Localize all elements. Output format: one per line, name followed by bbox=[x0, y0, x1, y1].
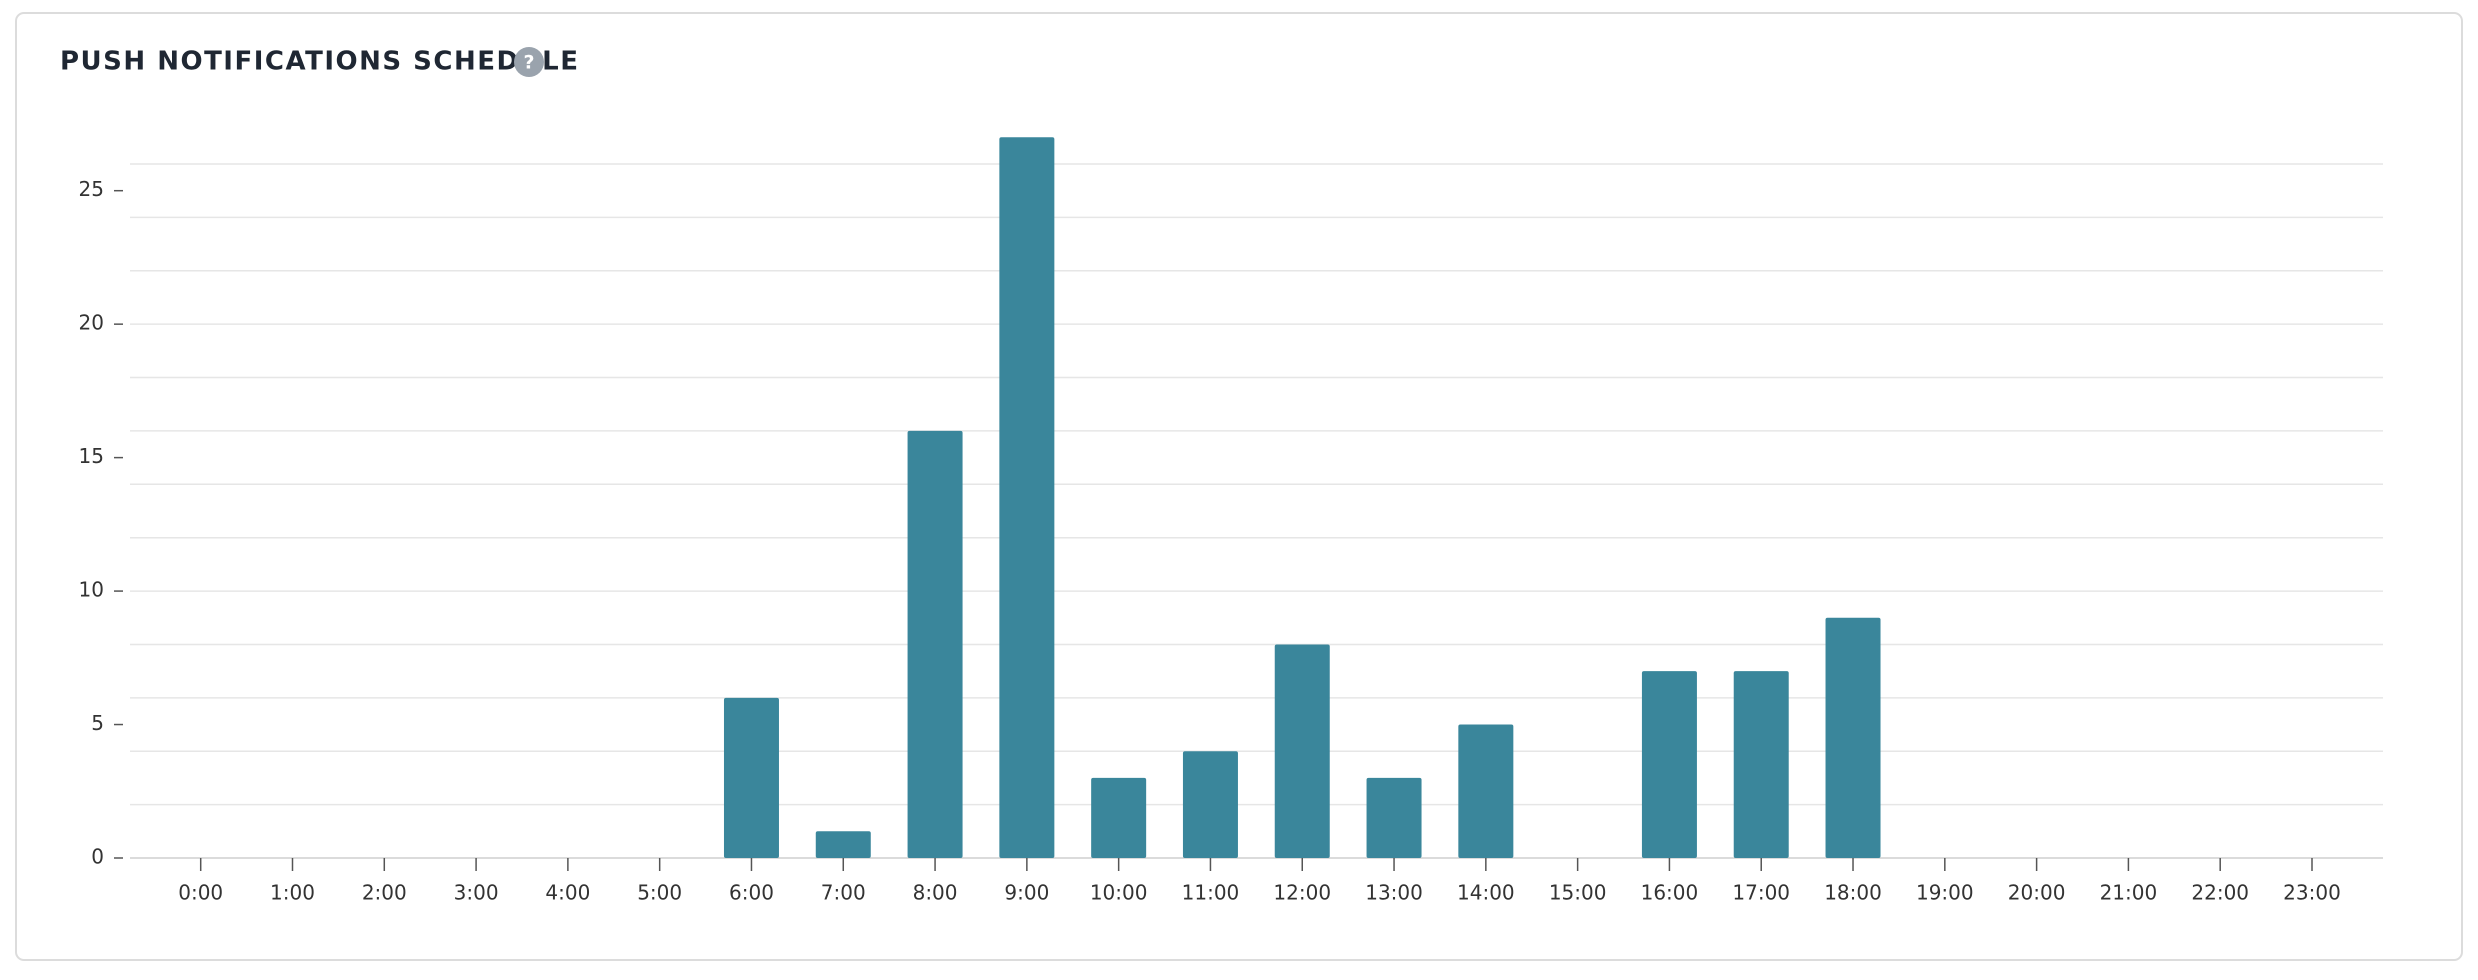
bar bbox=[1182, 751, 1238, 858]
x-tick-label: 13:00 bbox=[1365, 881, 1423, 905]
x-tick-label: 17:00 bbox=[1732, 881, 1790, 905]
bar bbox=[1641, 671, 1697, 858]
y-tick-label: 20 bbox=[79, 311, 104, 335]
card bbox=[15, 12, 2463, 961]
x-tick-label: 11:00 bbox=[1182, 881, 1240, 905]
x-tick-label: 21:00 bbox=[2100, 881, 2158, 905]
x-tick-label: 9:00 bbox=[1004, 881, 1049, 905]
bar bbox=[907, 430, 963, 858]
x-tick-label: 23:00 bbox=[2283, 881, 2341, 905]
x-tick-label: 3:00 bbox=[454, 881, 499, 905]
help-icon-glyph[interactable]: ? bbox=[523, 52, 534, 74]
bar bbox=[1274, 644, 1330, 858]
y-tick-label: 0 bbox=[91, 845, 104, 869]
bar bbox=[1458, 724, 1514, 858]
help-icon[interactable] bbox=[514, 47, 544, 77]
x-tick-label: 20:00 bbox=[2008, 881, 2066, 905]
x-tick-label: 8:00 bbox=[913, 881, 958, 905]
y-tick-label: 25 bbox=[79, 177, 104, 201]
bar bbox=[1825, 617, 1881, 858]
x-tick-label: 10:00 bbox=[1090, 881, 1148, 905]
x-tick-label: 12:00 bbox=[1273, 881, 1331, 905]
bar bbox=[1733, 671, 1789, 858]
x-tick-label: 5:00 bbox=[637, 881, 682, 905]
y-tick-label: 5 bbox=[91, 711, 104, 735]
x-tick-label: 14:00 bbox=[1457, 881, 1515, 905]
x-tick-label: 6:00 bbox=[729, 881, 774, 905]
x-tick-label: 0:00 bbox=[178, 881, 223, 905]
plot: 0 5 10 15 20 25 0:00 1:00 2:00 3:00 4:00 5:00 6:00 7:… bbox=[79, 137, 2383, 905]
x-tick-label: 16:00 bbox=[1641, 881, 1699, 905]
bar bbox=[999, 137, 1055, 859]
y-tick-label: 15 bbox=[79, 444, 104, 468]
bar bbox=[723, 697, 779, 858]
x-tick-label: 22:00 bbox=[2191, 881, 2249, 905]
x-tick-label: 19:00 bbox=[1916, 881, 1974, 905]
bar bbox=[1366, 777, 1422, 858]
x-tick-label: 4:00 bbox=[545, 881, 590, 905]
x-tick-label: 1:00 bbox=[270, 881, 315, 905]
x-tick-label: 7:00 bbox=[821, 881, 866, 905]
x-tick-label: 15:00 bbox=[1549, 881, 1607, 905]
y-tick-label: 10 bbox=[79, 578, 104, 602]
bar bbox=[1091, 777, 1147, 858]
x-tick-label: 2:00 bbox=[362, 881, 407, 905]
chart-title: PUSH NOTIFICATIONS SCHEDULE bbox=[60, 47, 580, 77]
x-tick-label: 18:00 bbox=[1824, 881, 1882, 905]
bar bbox=[815, 831, 871, 858]
